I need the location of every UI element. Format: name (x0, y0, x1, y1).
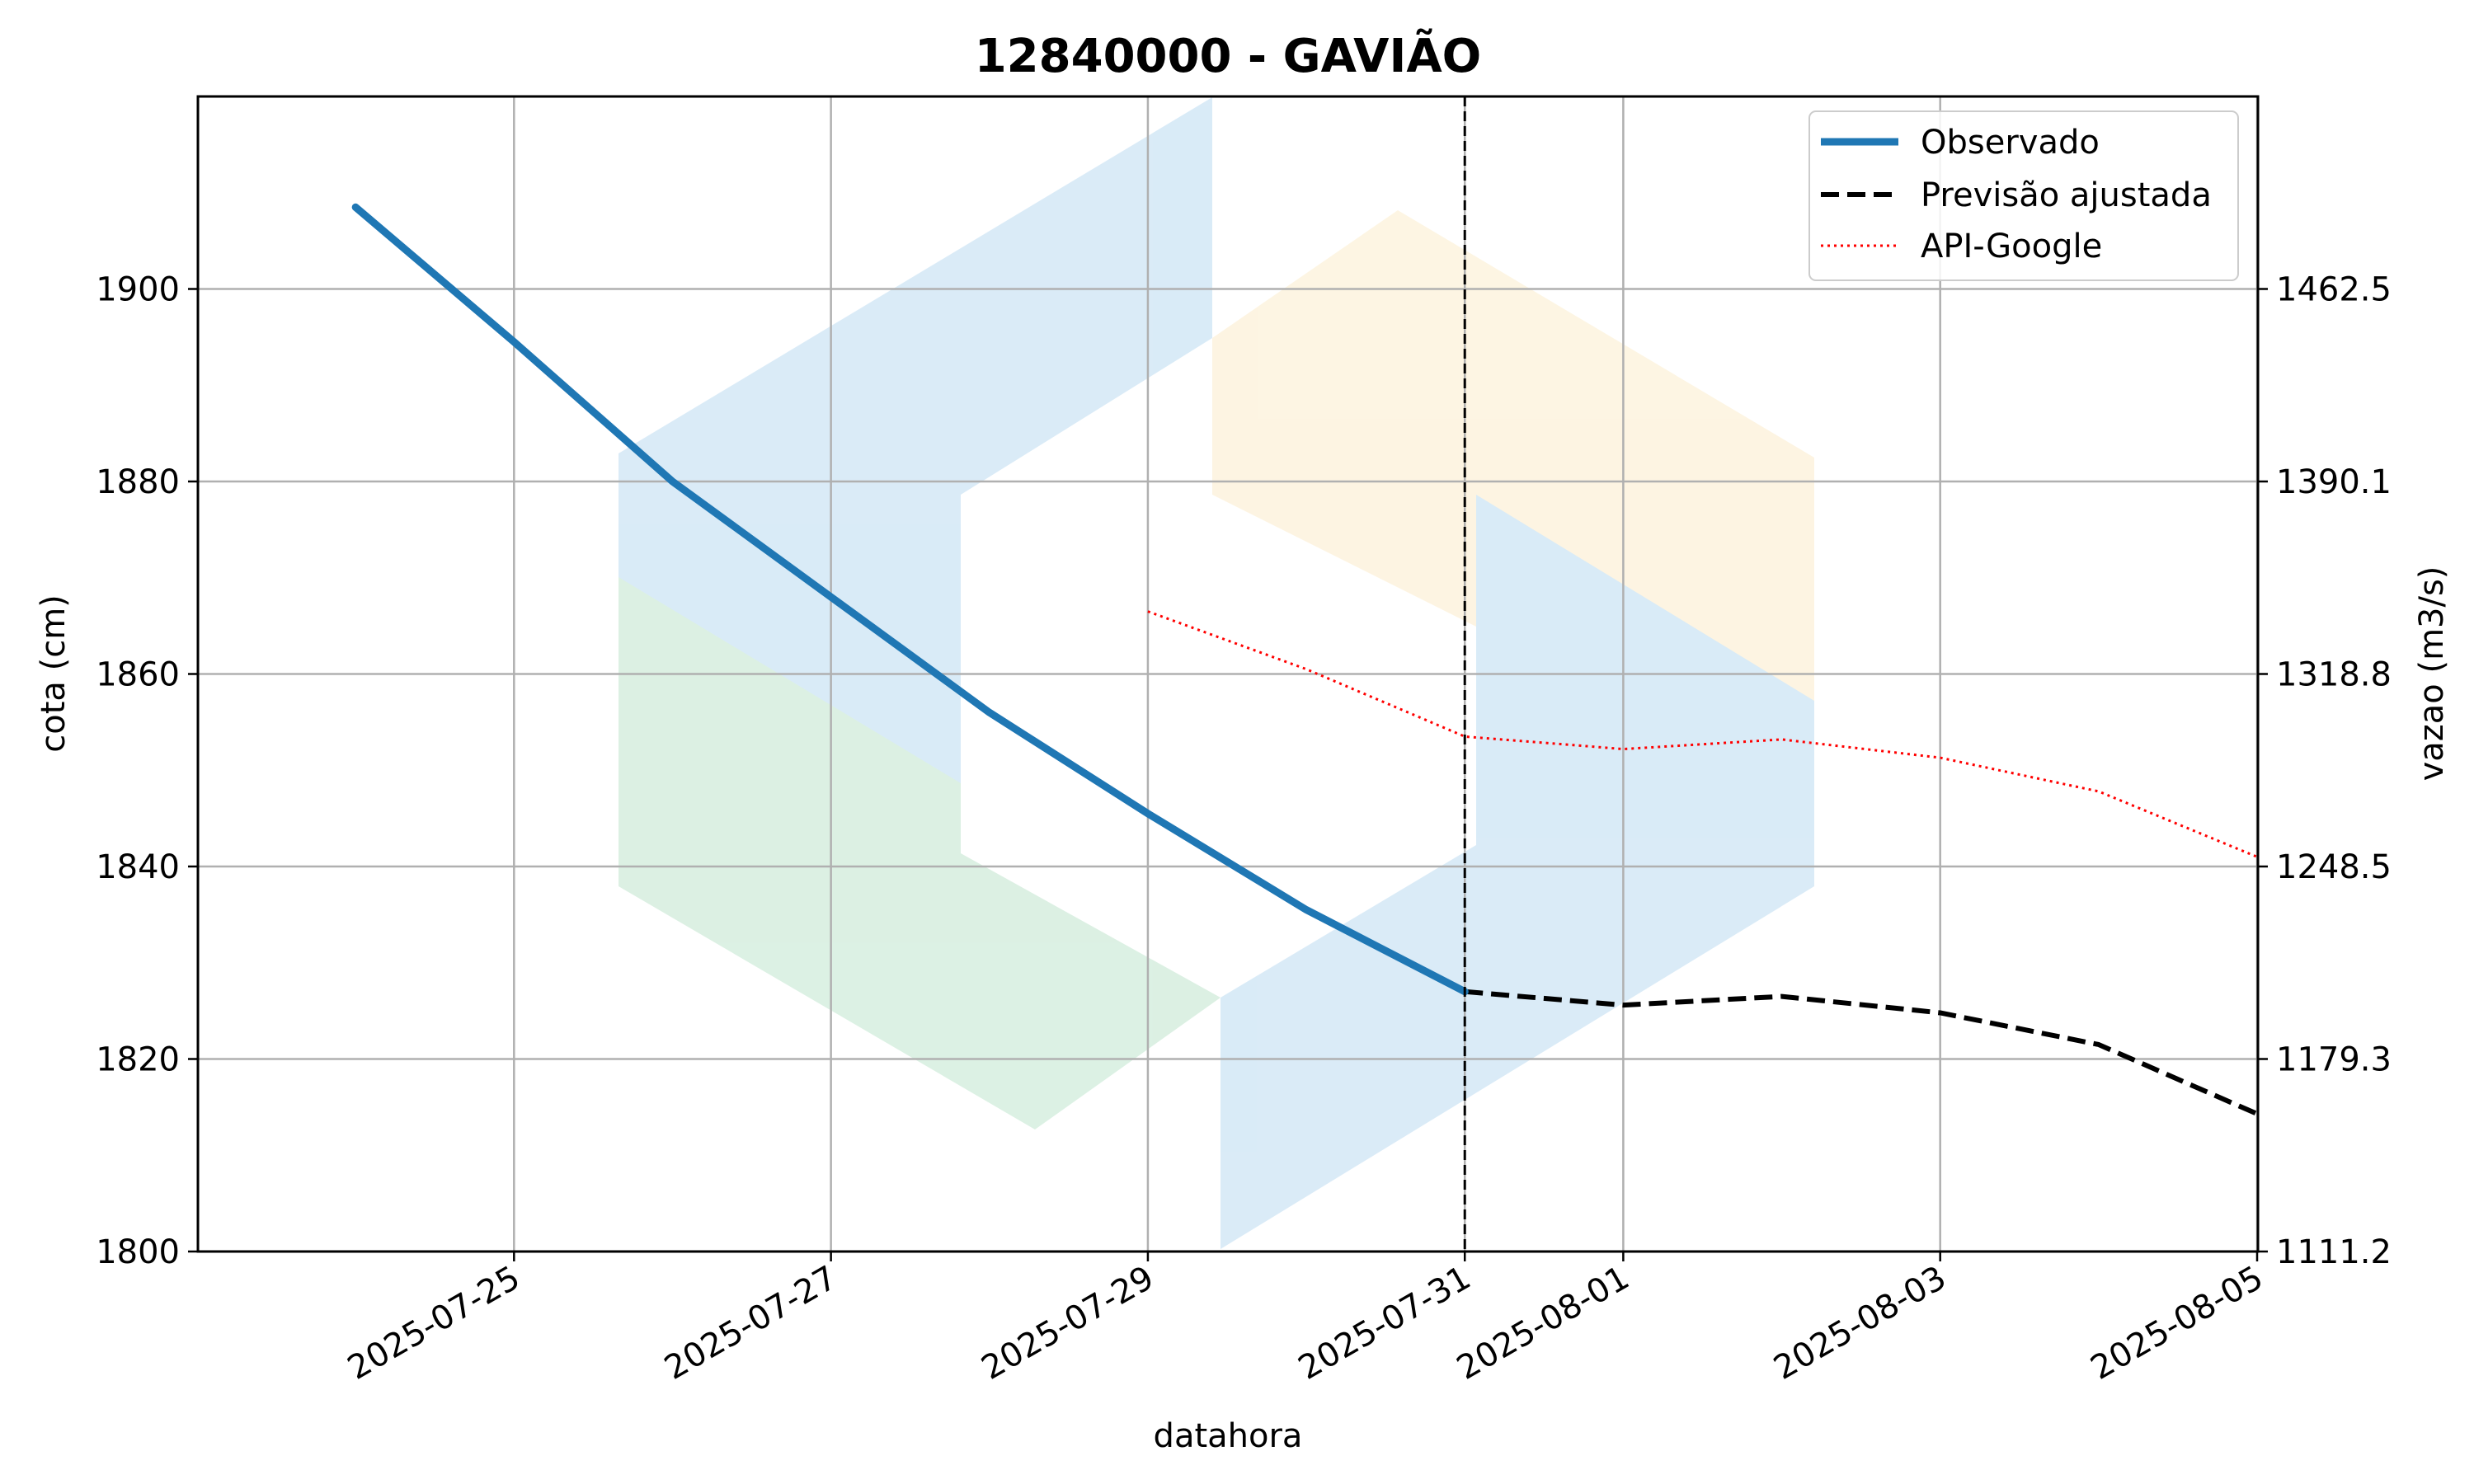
legend-label-api-google: API-Google (1921, 228, 2102, 265)
x-tick-label: 2025-07-31 (1292, 1259, 1477, 1388)
y-tick-label: 1900 (96, 271, 180, 309)
y-axis-label: cota (cm) (35, 594, 73, 753)
x-tick-label: 2025-07-29 (976, 1259, 1160, 1388)
x-tick-label: 2025-07-27 (658, 1259, 843, 1388)
y2-tick-label: 1318.8 (2276, 656, 2392, 694)
y-tick-label: 1800 (96, 1233, 180, 1271)
legend-box (1808, 110, 2239, 281)
series-line-observado (351, 203, 1469, 996)
series-layer (351, 203, 2259, 1116)
y2-tick-label: 1390.1 (2276, 463, 2392, 501)
x-axis-label: datahora (1154, 1417, 1303, 1455)
watermark-logo (618, 97, 1814, 1249)
y-tick-label: 1880 (96, 463, 180, 501)
x-tick-label: 2025-08-03 (1767, 1259, 1952, 1388)
chart-title: 12840000 - GAVIÃO (975, 29, 1482, 83)
legend: Observado Previsão ajustada API-Google (1808, 110, 2239, 281)
y-tick-label: 1860 (96, 656, 180, 694)
x-tick-label: 2025-07-25 (341, 1259, 526, 1388)
legend-label-observado: Observado (1921, 124, 2100, 162)
series-line-previs-o-ajustada (1464, 989, 2259, 1116)
y-tick-label: 1820 (96, 1041, 180, 1079)
legend-label-previsao: Previsão ajustada (1921, 176, 2212, 214)
x-tick-label: 2025-08-05 (2085, 1259, 2269, 1388)
y2-tick-label: 1248.5 (2276, 848, 2392, 886)
y2-tick-label: 1179.3 (2276, 1041, 2392, 1079)
y2-tick-label: 1111.2 (2276, 1233, 2392, 1271)
y2-tick-label: 1462.5 (2276, 271, 2392, 309)
y2-axis-label: vazao (m3/s) (2413, 566, 2451, 782)
x-tick-label: 2025-08-01 (1451, 1259, 1635, 1388)
y-tick-label: 1840 (96, 848, 180, 886)
